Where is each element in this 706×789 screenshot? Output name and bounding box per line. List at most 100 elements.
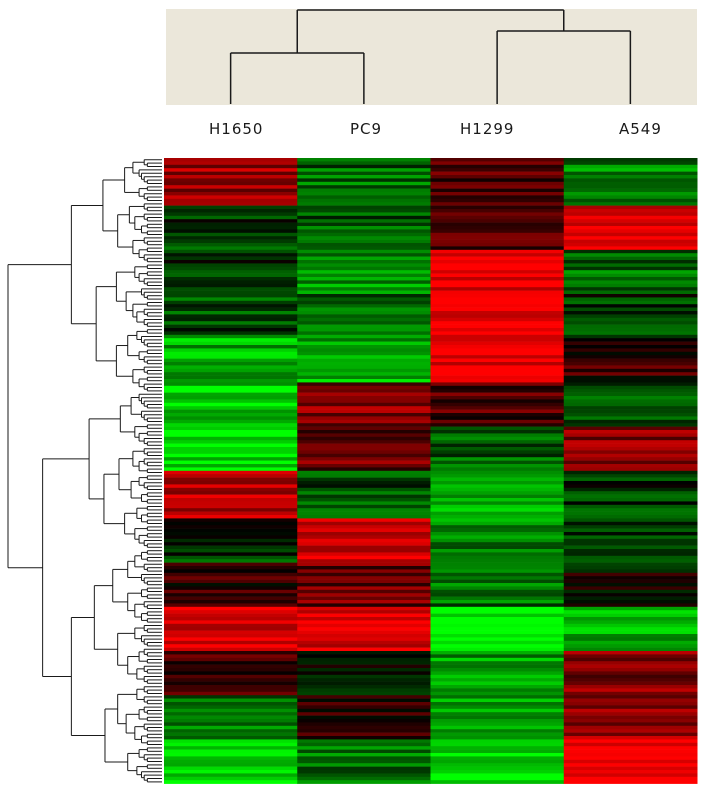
heatmap-cell xyxy=(430,181,565,186)
column-label-h1650: H1650 xyxy=(209,120,264,138)
heatmap-cell xyxy=(430,671,565,676)
heatmap-cell xyxy=(430,579,565,584)
heatmap-cell xyxy=(563,596,698,601)
heatmap-cell xyxy=(563,671,698,676)
heatmap-cell xyxy=(297,358,431,363)
heatmap-cell xyxy=(563,277,698,281)
heatmap-cell xyxy=(430,266,565,271)
heatmap-cell xyxy=(164,260,298,264)
heatmap-cell xyxy=(563,474,698,478)
heatmap-cell xyxy=(563,651,698,655)
heatmap-cell xyxy=(164,674,298,679)
heatmap-cell xyxy=(563,175,698,179)
heatmap-cell xyxy=(563,508,698,512)
heatmap-cell xyxy=(164,423,298,427)
heatmap-cell xyxy=(430,661,565,665)
heatmap-cell xyxy=(297,739,431,744)
heatmap-cell xyxy=(430,229,565,234)
heatmap-cell xyxy=(430,351,565,356)
heatmap-cell xyxy=(563,691,698,696)
heatmap-cell xyxy=(297,681,431,686)
heatmap-cell xyxy=(563,246,698,251)
heatmap-cell xyxy=(430,372,565,376)
heatmap-cell xyxy=(164,596,298,601)
heatmap-cell xyxy=(297,525,431,529)
heatmap-cell xyxy=(297,396,431,400)
heatmap-cell xyxy=(563,178,698,183)
heatmap-cell xyxy=(164,712,298,716)
heatmap-cell xyxy=(164,256,298,261)
heatmap-cell xyxy=(164,481,298,485)
heatmap-cell xyxy=(563,722,698,727)
heatmap-cell xyxy=(563,368,698,373)
heatmap-cell xyxy=(430,542,565,546)
heatmap-cell xyxy=(563,232,698,237)
heatmap-cell xyxy=(563,345,698,349)
heatmap-cell xyxy=(563,171,698,176)
heatmap-cell xyxy=(430,365,565,370)
heatmap-cell xyxy=(297,688,431,693)
heatmap-cell xyxy=(164,491,298,495)
heatmap-cell xyxy=(297,161,431,166)
heatmap-cell xyxy=(297,188,431,193)
heatmap-cell xyxy=(164,379,298,383)
heatmap-cell xyxy=(164,766,298,771)
heatmap-cell xyxy=(164,661,298,665)
heatmap-cell xyxy=(297,345,431,349)
heatmap-cell xyxy=(563,729,698,733)
heatmap-cell xyxy=(297,175,431,179)
heatmap-cell xyxy=(164,773,298,778)
heatmap-cell xyxy=(297,678,431,682)
heatmap-cell xyxy=(430,508,565,512)
column-label-h1299: H1299 xyxy=(460,120,515,138)
heatmap-cell xyxy=(430,419,565,424)
heatmap-cell xyxy=(164,715,298,720)
column-dendrogram xyxy=(229,9,632,104)
heatmap-cell xyxy=(164,314,298,319)
heatmap-cell xyxy=(430,759,565,764)
heatmap-cell xyxy=(430,270,565,274)
heatmap-cell xyxy=(563,603,698,608)
heatmap-cell xyxy=(430,552,565,557)
heatmap-cell xyxy=(164,688,298,693)
heatmap-cell xyxy=(430,487,565,492)
heatmap-cell xyxy=(164,164,298,169)
heatmap-cell xyxy=(297,583,431,587)
heatmap-cell xyxy=(164,338,298,342)
heatmap-cell xyxy=(563,249,698,254)
heatmap-cell xyxy=(164,725,298,730)
heatmap-cell xyxy=(297,399,431,404)
heatmap-cell xyxy=(563,549,698,553)
column-label-a549: A549 xyxy=(619,120,662,138)
heatmap-cell xyxy=(164,559,298,563)
heatmap-cell xyxy=(430,392,565,397)
heatmap-cell xyxy=(430,678,565,682)
heatmap-cell xyxy=(563,637,698,642)
heatmap-cell xyxy=(297,426,431,431)
heatmap-cell xyxy=(430,447,565,451)
heatmap-cell xyxy=(563,419,698,424)
heatmap-cell xyxy=(164,382,298,387)
heatmap-cell xyxy=(297,596,431,601)
heatmap-cell xyxy=(430,341,565,346)
heatmap-cell xyxy=(297,402,431,407)
heatmap-cell xyxy=(164,158,298,162)
heatmap-cell xyxy=(297,521,431,526)
heatmap-cell xyxy=(297,572,431,577)
heatmap-cell xyxy=(164,413,298,417)
heatmap-grid xyxy=(164,158,698,784)
heatmap-cell xyxy=(164,498,298,502)
heatmap-cell xyxy=(297,559,431,563)
heatmap-cell xyxy=(297,756,431,761)
heatmap-cell xyxy=(563,290,698,295)
heatmap-cell xyxy=(297,266,431,271)
heatmap-cell xyxy=(563,555,698,560)
heatmap-cell xyxy=(563,770,698,774)
heatmap-cell xyxy=(563,736,698,740)
heatmap-cell xyxy=(563,389,698,393)
heatmap-cell xyxy=(164,776,298,781)
heatmap-cell xyxy=(297,511,431,516)
heatmap-cell xyxy=(297,443,431,448)
heatmap-cell xyxy=(164,188,298,193)
heatmap-cell xyxy=(164,555,298,560)
